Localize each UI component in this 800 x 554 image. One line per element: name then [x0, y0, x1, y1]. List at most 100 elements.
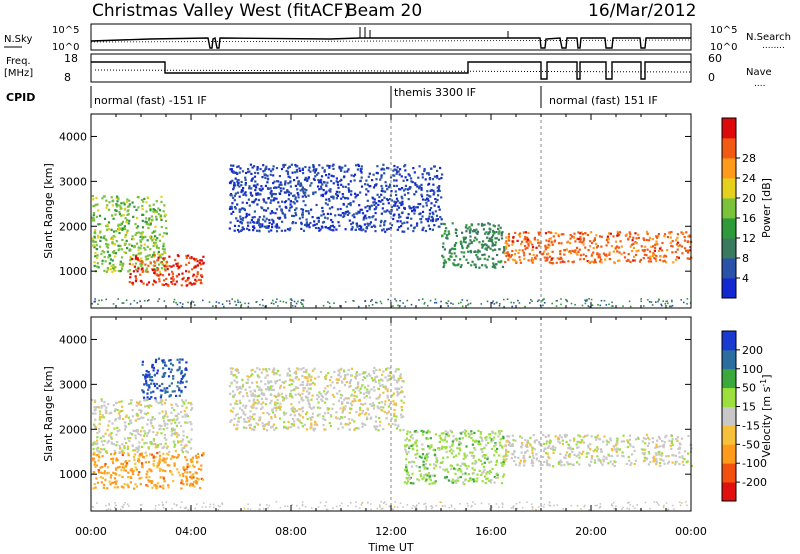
- heatmap-cell: [257, 172, 260, 175]
- heatmap-cell: [519, 232, 522, 235]
- heatmap-cell: [386, 388, 389, 391]
- heatmap-cell: [428, 209, 431, 212]
- heatmap-cell: [123, 445, 126, 448]
- heatmap-cell: [108, 434, 111, 437]
- heatmap-cell: [473, 440, 477, 443]
- heatmap-cell: [409, 482, 412, 485]
- heatmap-cell: [361, 212, 365, 215]
- heatmap-cell: [634, 459, 637, 462]
- heatmap-cell: [530, 298, 532, 301]
- heatmap-cell: [158, 233, 161, 236]
- heatmap-cell: [259, 168, 262, 171]
- heatmap-cell: [588, 463, 591, 466]
- heatmap-cell: [264, 403, 267, 406]
- heatmap-cell: [166, 464, 169, 467]
- heatmap-cell: [294, 386, 298, 389]
- heatmap-cell: [400, 399, 403, 402]
- heatmap-cell: [676, 256, 679, 259]
- heatmap-cell: [401, 203, 404, 206]
- noise-right-tick-top: 10^5: [710, 25, 737, 36]
- heatmap-cell: [117, 269, 120, 273]
- heatmap-cell: [678, 463, 681, 466]
- heatmap-cell: [584, 246, 587, 249]
- heatmap-cell: [287, 167, 290, 170]
- heatmap-cell: [398, 173, 401, 176]
- heatmap-cell: [355, 411, 358, 414]
- heatmap-cell: [629, 444, 632, 447]
- heatmap-cell: [159, 216, 162, 219]
- heatmap-cell: [169, 394, 172, 397]
- heatmap-cell: [199, 279, 202, 282]
- heatmap-cell: [192, 273, 195, 276]
- heatmap-cell: [682, 232, 685, 235]
- heatmap-cell: [474, 459, 477, 463]
- heatmap-cell: [301, 383, 304, 387]
- heatmap-cell: [391, 376, 394, 379]
- heatmap-cell: [235, 369, 238, 373]
- heatmap-cell: [163, 251, 166, 254]
- heatmap-cell: [328, 197, 331, 201]
- heatmap-cell: [637, 437, 640, 440]
- heatmap-cell: [305, 413, 308, 416]
- heatmap-cell: [604, 253, 607, 257]
- heatmap-cell: [425, 172, 429, 175]
- heatmap-cell: [100, 481, 103, 484]
- heatmap-cell: [200, 259, 203, 262]
- heatmap-cell: [175, 301, 177, 304]
- heatmap-cell: [302, 200, 305, 203]
- heatmap-cell: [458, 443, 461, 446]
- heatmap-cell: [496, 301, 498, 304]
- heatmap-cell: [490, 440, 493, 443]
- heatmap-cell: [186, 279, 189, 282]
- heatmap-cell: [672, 454, 675, 457]
- heatmap-cell: [370, 300, 372, 302]
- heatmap-cell: [185, 380, 188, 383]
- heatmap-cell: [584, 299, 586, 302]
- heatmap-cell: [237, 182, 240, 185]
- heatmap-cell: [180, 370, 183, 373]
- heatmap-cell: [358, 228, 361, 231]
- heatmap-cell: [245, 420, 248, 423]
- heatmap-cell: [404, 445, 407, 448]
- heatmap-cell: [400, 195, 403, 198]
- heatmap-cell: [467, 304, 469, 306]
- heatmap-cell: [364, 386, 367, 389]
- heatmap-cell: [364, 423, 367, 426]
- heatmap-cell: [260, 393, 263, 396]
- heatmap-cell: [363, 223, 366, 226]
- heatmap-cell: [525, 240, 528, 243]
- heatmap-cell: [148, 384, 151, 387]
- heatmap-cell: [141, 226, 145, 229]
- heatmap-cell: [606, 237, 609, 240]
- heatmap-cell: [291, 378, 294, 382]
- heatmap-cell: [173, 464, 176, 467]
- heatmap-cell: [426, 453, 429, 456]
- heatmap-cell: [108, 412, 111, 415]
- heatmap-cell: [154, 360, 157, 364]
- heatmap-cell: [127, 486, 130, 489]
- heatmap-cell: [268, 168, 271, 171]
- heatmap-cell: [195, 280, 198, 283]
- heatmap-cell: [376, 301, 378, 304]
- heatmap-cell: [96, 446, 99, 449]
- heatmap-cell: [169, 370, 172, 374]
- heatmap-cell: [424, 463, 427, 466]
- heatmap-cell: [353, 173, 357, 176]
- heatmap-cell: [467, 473, 470, 476]
- heatmap-cell: [440, 300, 442, 303]
- heatmap-cell: [664, 255, 668, 258]
- heatmap-cell: [336, 181, 339, 184]
- heatmap-cell: [427, 199, 430, 202]
- heatmap-cell: [152, 203, 155, 206]
- heatmap-cell: [468, 242, 471, 245]
- heatmap-cell: [137, 445, 140, 448]
- heatmap-cell: [234, 414, 237, 417]
- heatmap-cell: [304, 223, 307, 227]
- heatmap-cell: [422, 460, 425, 463]
- heatmap-cell: [98, 299, 100, 302]
- heatmap-cell: [172, 264, 175, 267]
- heatmap-cell: [95, 464, 99, 467]
- heatmap-cell: [112, 251, 115, 255]
- heatmap-cell: [285, 426, 288, 429]
- heatmap-cell: [681, 252, 684, 255]
